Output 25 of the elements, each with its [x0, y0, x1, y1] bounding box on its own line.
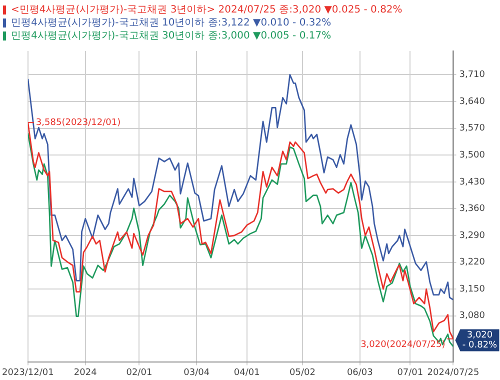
y-tick-label: 3,430 — [459, 177, 486, 188]
x-tick-label: 07/01 — [397, 368, 424, 378]
annotation: 3,020(2024/07/25) — [360, 340, 446, 350]
y-tick-label: 3,640 — [459, 96, 486, 107]
annotation: 3,585(2023/12/01) — [36, 118, 121, 128]
y-tick-label: 3,570 — [459, 124, 486, 134]
x-tick-label: 05/02 — [290, 368, 316, 378]
y-tick-label: 3,150 — [459, 284, 486, 294]
y-tick-label: 3,500 — [459, 150, 486, 160]
x-tick-label: 03/04 — [184, 368, 210, 378]
x-tick-label: 04/01 — [234, 368, 260, 378]
y-tick-label: 3,360 — [459, 204, 486, 214]
y-tick-label: 3,710 — [459, 70, 486, 80]
legend-label: <민평4사평균(시가평가)-국고채권 3년이하> 2024/07/25 종:3,020 ▼0.025 - 0.82% — [11, 4, 402, 16]
y-tick-label: 3,080 — [459, 311, 486, 322]
x-tick-label: 2024 — [74, 368, 98, 378]
x-tick-label: 06/03 — [346, 368, 373, 378]
y-tick-label: 3,290 — [459, 230, 486, 241]
x-tick-label: 2023/12/01 — [2, 368, 54, 378]
x-tick-label: 02/01 — [126, 368, 152, 378]
legend-label: 민평4사평균(시가평가)-국고채권 30년이하 종:3,000 ▼0.005 - 0.17% — [11, 30, 332, 42]
x-tick-label: 2024/07/25 — [427, 368, 480, 378]
y-tick-label: 3,220 — [459, 258, 486, 268]
text: 3,020 - 0.82% — [462, 330, 498, 351]
legend-label: 민평4사평균(시가평가)-국고채권 10년이하 종:3,122 ▼0.010 - 0.32% — [11, 18, 332, 29]
